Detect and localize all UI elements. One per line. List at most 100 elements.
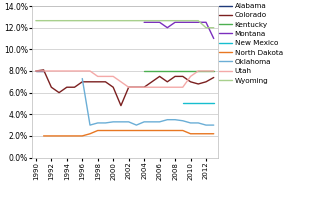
Utah [88,70,92,72]
North Dakota [204,133,208,135]
Colorado [188,81,192,83]
Wyoming [150,19,154,22]
Colorado [49,86,53,88]
Line: Montana: Montana [144,22,214,39]
Oklahoma [181,120,185,122]
Colorado [34,70,38,72]
Utah [204,70,208,72]
North Dakota [158,129,162,132]
Colorado [119,104,123,107]
Oklahoma [80,77,84,80]
Colorado [65,86,69,88]
Utah [34,70,38,72]
New Mexico [196,102,200,105]
Colorado [165,81,169,83]
Montana [196,21,200,23]
Line: Oklahoma: Oklahoma [82,79,214,125]
Colorado [96,81,100,83]
Kentucky [204,70,208,72]
Utah [196,70,200,72]
Colorado [104,81,108,83]
Wyoming [65,19,69,22]
Wyoming [196,19,200,22]
Colorado [57,92,61,94]
North Dakota [96,129,100,132]
Utah [150,86,154,88]
North Dakota [150,129,154,132]
Colorado [80,81,84,83]
Oklahoma [158,121,162,123]
Colorado [127,86,131,88]
Montana [150,21,154,23]
Utah [111,75,115,78]
Montana [173,21,177,23]
Line: Wyoming: Wyoming [36,21,214,28]
Wyoming [57,19,61,22]
North Dakota [134,129,138,132]
Oklahoma [165,118,169,121]
Utah [119,81,123,83]
Wyoming [49,19,53,22]
Colorado [88,81,92,83]
Kentucky [181,70,185,72]
Utah [49,70,53,72]
North Dakota [88,133,92,135]
Montana [181,21,185,23]
Kentucky [196,70,200,72]
Alabama [42,70,45,72]
Oklahoma [142,121,146,123]
Colorado [150,81,154,83]
Wyoming [34,19,38,22]
Wyoming [204,26,208,29]
North Dakota [173,129,177,132]
Kentucky [188,70,192,72]
North Dakota [188,133,192,135]
North Dakota [142,129,146,132]
Wyoming [73,19,76,22]
Utah [65,70,69,72]
Wyoming [119,19,123,22]
Kentucky [150,70,154,72]
Wyoming [212,26,216,29]
Oklahoma [188,122,192,124]
Montana [158,21,162,23]
Utah [181,86,185,88]
Wyoming [88,19,92,22]
North Dakota [165,129,169,132]
North Dakota [111,129,115,132]
North Dakota [212,133,216,135]
Wyoming [104,19,108,22]
Utah [188,75,192,78]
Wyoming [188,19,192,22]
Line: Utah: Utah [36,71,214,87]
Montana [188,21,192,23]
Montana [142,21,146,23]
Wyoming [134,19,138,22]
Colorado [173,75,177,78]
Oklahoma [204,124,208,126]
Kentucky [173,70,177,72]
North Dakota [104,129,108,132]
Utah [173,86,177,88]
Colorado [42,69,45,71]
Colorado [181,75,185,78]
Alabama [34,70,38,72]
North Dakota [49,135,53,137]
Wyoming [42,19,45,22]
North Dakota [119,129,123,132]
Wyoming [142,19,146,22]
Montana [212,37,216,40]
Kentucky [158,70,162,72]
Wyoming [158,19,162,22]
Oklahoma [196,122,200,124]
Oklahoma [127,121,131,123]
Wyoming [181,19,185,22]
Oklahoma [119,121,123,123]
North Dakota [181,129,185,132]
Utah [42,70,45,72]
Colorado [196,83,200,85]
Wyoming [80,19,84,22]
Kentucky [212,70,216,72]
New Mexico [188,102,192,105]
Colorado [212,76,216,79]
